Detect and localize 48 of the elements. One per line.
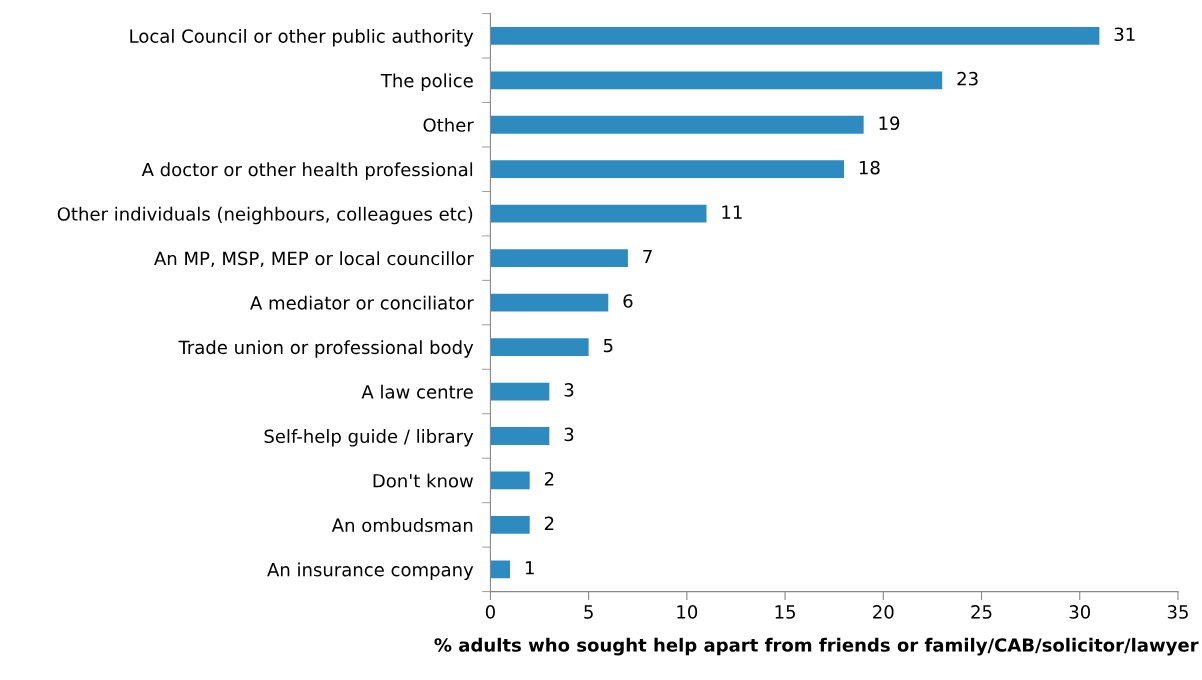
bar [490,427,550,445]
data-label: 31 [1114,27,1135,42]
y-tick-label: Self-help guide / library [264,429,474,447]
y-tick-label: Other individuals (neighbours, colleagues etc) [57,206,473,225]
bar [490,71,943,90]
data-label: 1 [525,561,534,575]
x-tick-label: 0 [485,605,495,619]
y-tick-label: An ombudsman [331,518,473,533]
data-label: 2 [544,472,554,486]
data-label: 2 [544,516,554,530]
data-label: 18 [859,160,880,175]
bar [490,249,628,268]
bar [490,516,530,534]
bar [490,560,511,579]
y-tick-label: An insurance company [267,562,474,580]
data-label: 3 [564,427,574,442]
bar [490,160,845,179]
data-label: 19 [879,116,900,130]
bar [490,382,550,401]
x-tick-label: 25 [971,605,992,619]
data-label: 23 [957,71,978,86]
x-tick-label: 5 [584,605,593,619]
y-tick-label: A law centre [361,384,473,399]
x-tick-label: 10 [677,605,698,619]
bar [490,26,1100,45]
x-tick-label: 35 [1167,605,1188,619]
bar [490,338,589,356]
y-tick-label: Don't know [373,473,473,488]
y-tick-label: A doctor or other health professional [141,162,473,180]
y-tick-label: A mediator or conciliator [250,295,474,310]
y-tick-label: Trade union or professional body [178,340,474,358]
data-label: 11 [722,205,742,219]
bar [490,471,530,490]
y-tick-label: Other [423,117,474,132]
bar [490,115,864,134]
bar [490,293,609,312]
x-tick-label: 20 [873,605,894,619]
x-tick-label: 15 [775,605,795,619]
x-axis-title: % adults who sought help apart from friends or family/CAB/solicitor/lawyer [434,637,1199,656]
y-tick-label: An MP, MSP, MEP or local councillor [154,251,474,268]
y-tick-label: Local Council or other public authority [130,28,474,47]
y-tick-label: The police [380,73,473,91]
data-label: 5 [603,338,613,353]
x-tick-label: 30 [1069,605,1091,619]
data-label: 3 [564,383,574,397]
data-label: 6 [623,294,633,308]
bar [490,204,707,223]
data-label: 7 [643,249,652,264]
